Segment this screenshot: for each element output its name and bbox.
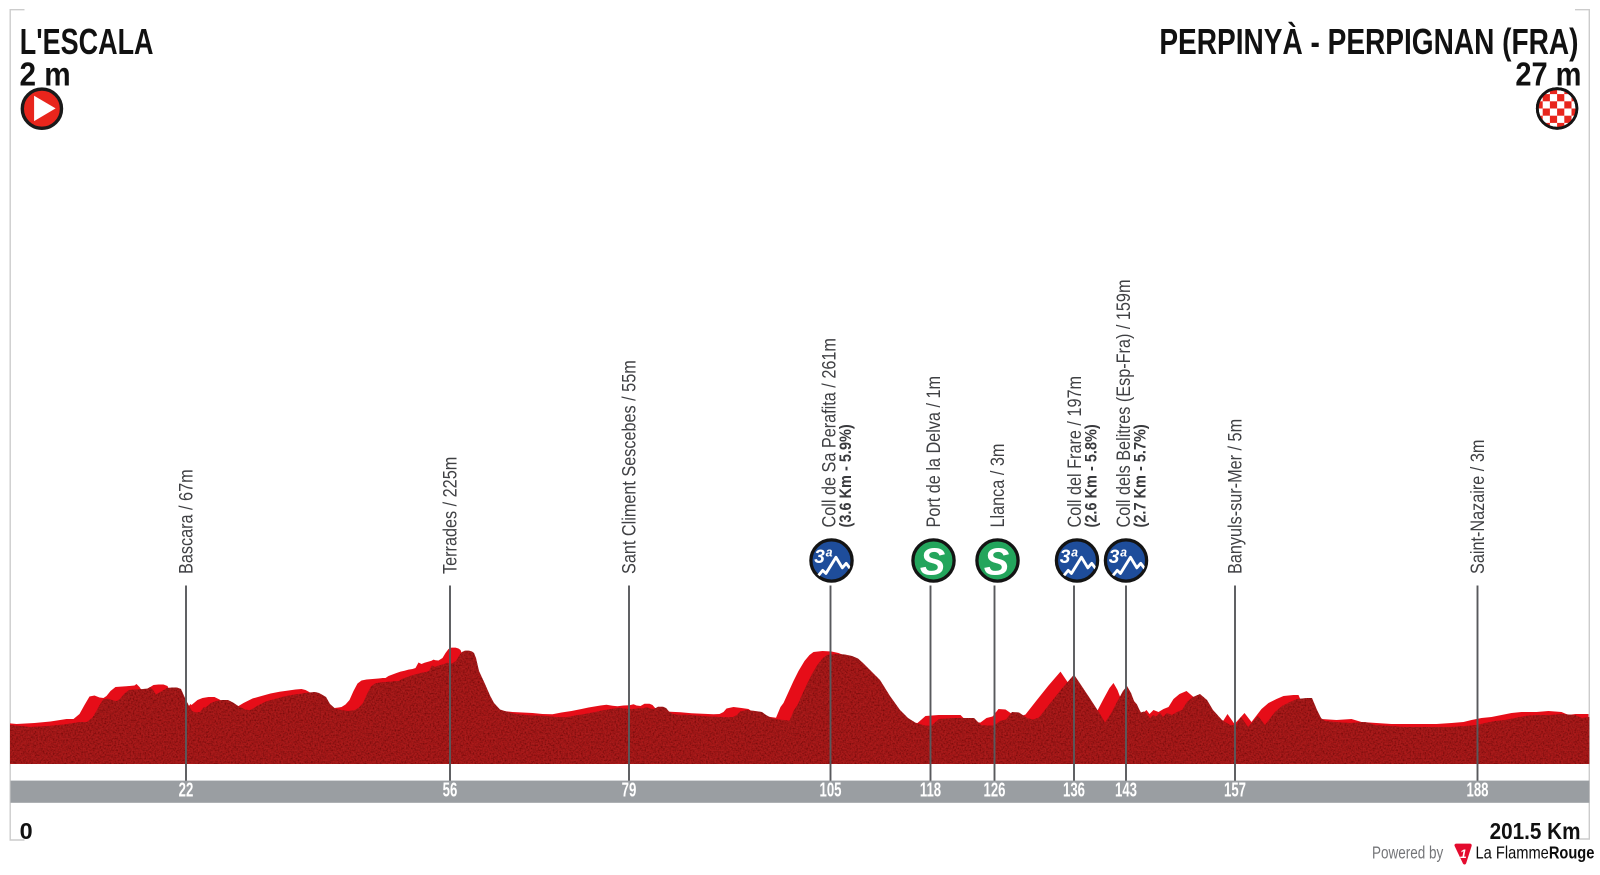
svg-text:Llanca / 3m: Llanca / 3m	[987, 444, 1008, 528]
svg-text:S: S	[920, 541, 945, 583]
svg-text:3ª: 3ª	[1109, 547, 1128, 568]
svg-text:Terrades / 225m: Terrades / 225m	[439, 457, 460, 574]
svg-text:201.5 Km: 201.5 Km	[1490, 818, 1581, 844]
svg-text:0: 0	[20, 818, 33, 844]
svg-text:143: 143	[1115, 779, 1137, 801]
svg-text:3ª: 3ª	[814, 547, 833, 568]
svg-text:56: 56	[443, 779, 458, 801]
svg-text:(2.6 Km - 5.8%): (2.6 Km - 5.8%)	[1083, 424, 1101, 527]
svg-text:79: 79	[622, 779, 637, 801]
svg-text:126: 126	[983, 779, 1005, 801]
svg-text:Coll del Frare / 197m: Coll del Frare / 197m	[1064, 376, 1085, 528]
svg-text:Saint-Nazaire / 3m: Saint-Nazaire / 3m	[1467, 440, 1488, 574]
svg-text:L'ESCALA: L'ESCALA	[20, 21, 154, 62]
svg-text:27 m: 27 m	[1515, 56, 1581, 93]
svg-text:La FlammeRouge: La FlammeRouge	[1476, 843, 1595, 863]
svg-text:(3.6 Km - 5.9%): (3.6 Km - 5.9%)	[837, 424, 855, 527]
svg-text:Bascara / 67m: Bascara / 67m	[175, 469, 196, 574]
svg-text:3ª: 3ª	[1060, 547, 1079, 568]
svg-text:136: 136	[1063, 779, 1085, 801]
svg-text:22: 22	[179, 779, 194, 801]
svg-text:157: 157	[1224, 779, 1246, 801]
svg-text:S: S	[984, 541, 1009, 583]
svg-text:2 m: 2 m	[20, 56, 71, 93]
svg-text:Coll dels Belitres (Esp-Fra) /: Coll dels Belitres (Esp-Fra) / 159m	[1113, 280, 1134, 528]
svg-text:105: 105	[819, 779, 841, 801]
svg-text:Powered by: Powered by	[1372, 844, 1443, 863]
svg-text:(2.7 Km - 5.7%): (2.7 Km - 5.7%)	[1132, 424, 1150, 527]
svg-text:118: 118	[920, 779, 941, 801]
svg-text:Port de la Delva / 1m: Port de la Delva / 1m	[923, 376, 944, 528]
svg-text:PERPINYÀ - PERPIGNAN (FRA): PERPINYÀ - PERPIGNAN (FRA)	[1159, 20, 1578, 61]
svg-text:Sant Climent Sescebes / 55m: Sant Climent Sescebes / 55m	[618, 360, 639, 574]
svg-text:Banyuls-sur-Mer / 5m: Banyuls-sur-Mer / 5m	[1224, 419, 1245, 574]
svg-text:1: 1	[1460, 847, 1467, 861]
svg-text:188: 188	[1466, 779, 1488, 801]
svg-text:Coll de Sa Perafita / 261m: Coll de Sa Perafita / 261m	[818, 338, 839, 527]
